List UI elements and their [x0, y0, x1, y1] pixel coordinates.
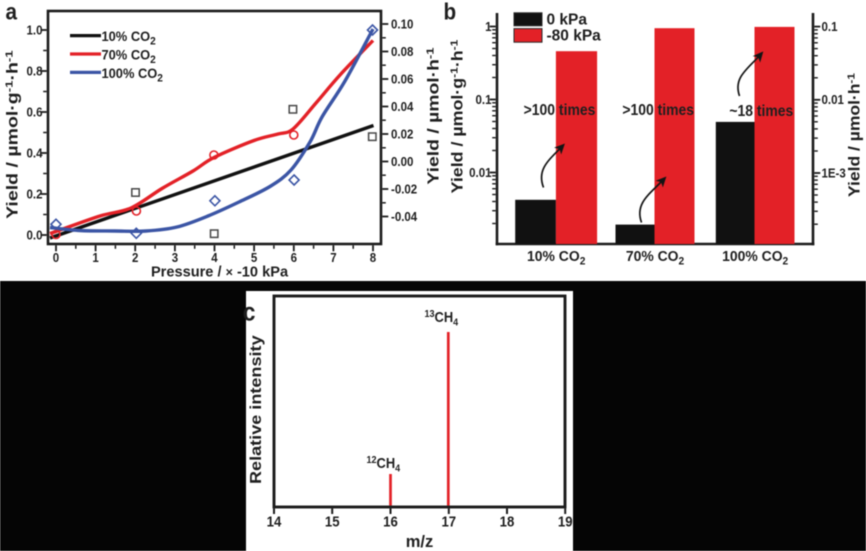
- svg-text:0 kPa: 0 kPa: [547, 11, 588, 28]
- svg-text:-0.02: -0.02: [391, 182, 418, 197]
- svg-text:13CH4: 13CH4: [425, 308, 459, 329]
- svg-text:b: b: [444, 0, 457, 25]
- svg-text:0.1: 0.1: [822, 19, 838, 34]
- svg-text:1: 1: [485, 19, 492, 34]
- svg-text:~18 times: ~18 times: [729, 103, 793, 120]
- svg-text:8: 8: [370, 251, 377, 266]
- svg-text:70% CO2: 70% CO2: [102, 47, 156, 66]
- svg-text:6: 6: [291, 251, 298, 266]
- svg-text:15: 15: [325, 513, 340, 530]
- svg-text:-0.04: -0.04: [391, 209, 418, 224]
- svg-text:0.01: 0.01: [822, 93, 845, 108]
- svg-text:1E-3: 1E-3: [822, 166, 847, 181]
- svg-text:Yield / µmol·g-1·h-1: Yield / µmol·g-1·h-1: [3, 50, 21, 219]
- svg-text:-80 kPa: -80 kPa: [547, 28, 602, 45]
- svg-text:5: 5: [251, 251, 258, 266]
- svg-text:0.06: 0.06: [391, 72, 414, 87]
- svg-text:a: a: [6, 0, 18, 25]
- svg-text:>100 times: >100 times: [524, 102, 596, 119]
- svg-text:17: 17: [441, 513, 456, 530]
- svg-text:0.8: 0.8: [27, 64, 43, 79]
- svg-text:0.08: 0.08: [391, 44, 414, 59]
- svg-text:70% CO2: 70% CO2: [626, 249, 684, 268]
- svg-text:14: 14: [267, 513, 282, 530]
- svg-text:0: 0: [53, 251, 60, 266]
- svg-text:0.1: 0.1: [476, 92, 492, 107]
- svg-text:Yield / µmol·h-1: Yield / µmol·h-1: [845, 73, 863, 197]
- svg-text:2: 2: [132, 251, 139, 266]
- svg-text:10% CO2: 10% CO2: [527, 249, 585, 268]
- svg-text:0.0: 0.0: [27, 228, 43, 243]
- svg-text:m/z: m/z: [406, 533, 434, 551]
- svg-text:0.01: 0.01: [469, 165, 492, 180]
- svg-text:>100 times: >100 times: [622, 102, 694, 119]
- svg-text:Yield / µmol·g-1·h-1: Yield / µmol·g-1·h-1: [449, 40, 467, 194]
- svg-text:100% CO2: 100% CO2: [722, 249, 788, 268]
- svg-text:0.6: 0.6: [27, 105, 43, 120]
- svg-text:7: 7: [330, 251, 337, 266]
- svg-text:0.2: 0.2: [27, 187, 43, 202]
- svg-text:1: 1: [92, 251, 99, 266]
- svg-text:Relative intensity: Relative intensity: [247, 335, 265, 484]
- svg-text:Yield / µmol·h-1: Yield / µmol·h-1: [424, 47, 442, 185]
- svg-text:0.10: 0.10: [391, 17, 414, 32]
- svg-text:100% CO2: 100% CO2: [102, 65, 164, 84]
- svg-text:3: 3: [172, 251, 179, 266]
- svg-text:19: 19: [558, 513, 573, 530]
- svg-text:0.02: 0.02: [391, 127, 414, 142]
- svg-text:1.0: 1.0: [27, 23, 43, 38]
- svg-text:0.4: 0.4: [27, 146, 43, 161]
- svg-text:c: c: [243, 298, 256, 327]
- svg-text:18: 18: [500, 513, 515, 530]
- svg-text:10% CO2: 10% CO2: [102, 29, 156, 48]
- svg-text:4: 4: [211, 251, 218, 266]
- svg-text:12CH4: 12CH4: [367, 454, 401, 475]
- svg-text:16: 16: [383, 513, 398, 530]
- svg-text:0.00: 0.00: [391, 154, 414, 169]
- svg-text:0.04: 0.04: [391, 99, 414, 114]
- svg-text:Pressure / × -10 kPa: Pressure / × -10 kPa: [151, 265, 289, 281]
